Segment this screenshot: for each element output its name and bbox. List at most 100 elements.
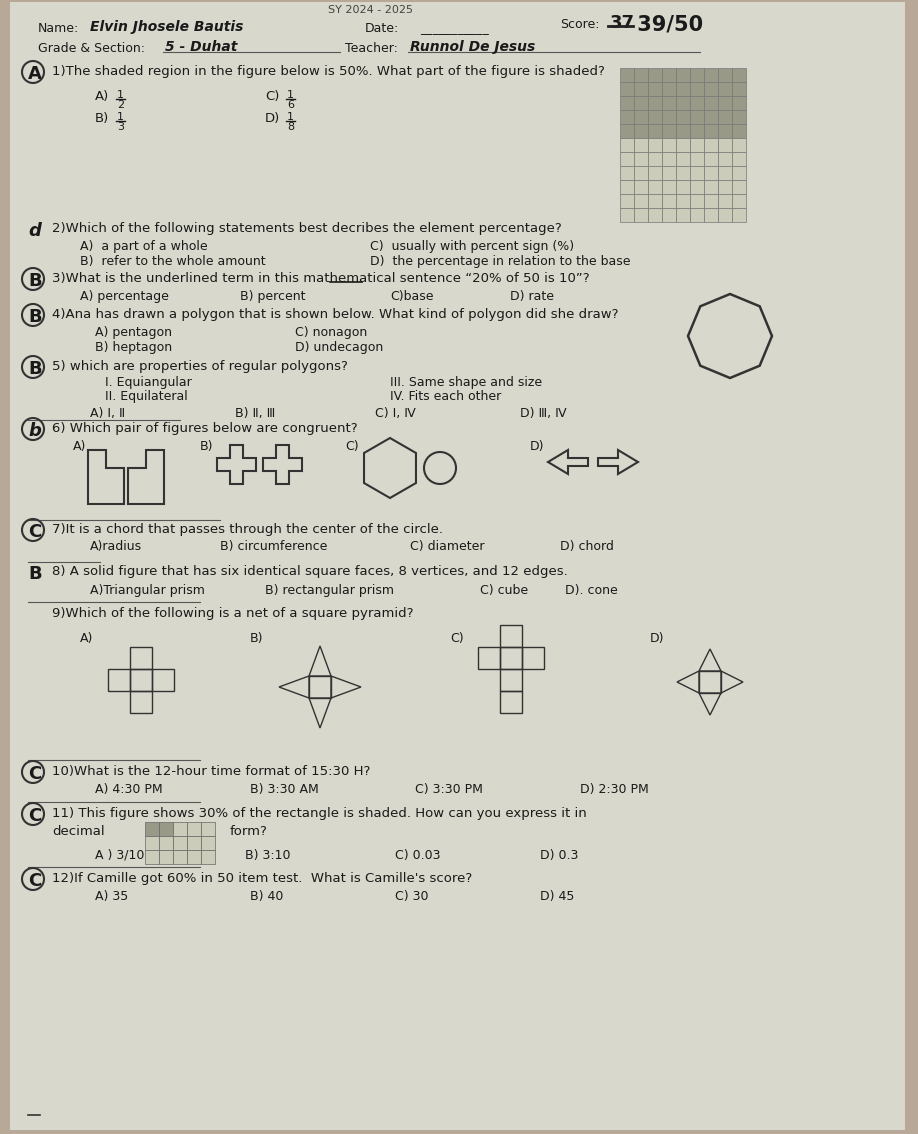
Bar	[634, 96, 647, 110]
Bar	[662, 166, 676, 179]
Text: 1: 1	[287, 112, 294, 122]
Text: C: C	[28, 872, 41, 890]
Text: B: B	[28, 308, 41, 325]
Text: D): D)	[530, 440, 544, 452]
Text: 2: 2	[117, 100, 124, 110]
Bar	[634, 124, 647, 137]
Bar	[718, 194, 732, 208]
Text: 7)It is a chord that passes through the center of the circle.: 7)It is a chord that passes through the …	[52, 523, 443, 536]
Bar	[662, 124, 676, 137]
Bar	[620, 68, 633, 82]
Text: B) rectangular prism: B) rectangular prism	[265, 584, 394, 596]
Bar	[718, 82, 732, 95]
Bar	[732, 68, 745, 82]
Bar	[704, 180, 718, 194]
Bar	[201, 836, 215, 849]
Bar	[145, 822, 159, 836]
Text: Grade & Section:: Grade & Section:	[38, 42, 145, 56]
Bar	[676, 166, 689, 179]
Bar	[187, 822, 200, 836]
Bar	[690, 110, 703, 124]
Bar	[500, 691, 522, 713]
Bar	[676, 152, 689, 166]
Bar	[718, 96, 732, 110]
Bar	[704, 124, 718, 137]
Bar	[634, 208, 647, 221]
Text: B) 3:30 AM: B) 3:30 AM	[250, 782, 319, 796]
Text: A): A)	[80, 632, 94, 645]
Bar	[718, 152, 732, 166]
Bar	[159, 836, 173, 849]
Bar	[704, 138, 718, 152]
Bar	[732, 110, 745, 124]
Bar	[732, 166, 745, 179]
Bar	[704, 208, 718, 221]
Text: 11) This figure shows 30% of the rectangle is shaded. How can you express it in: 11) This figure shows 30% of the rectang…	[52, 807, 587, 820]
Text: B): B)	[200, 440, 214, 452]
Bar	[690, 68, 703, 82]
Text: D). cone: D). cone	[565, 584, 618, 596]
Text: A) pentagon: A) pentagon	[95, 325, 172, 339]
Bar	[732, 208, 745, 221]
Text: C) nonagon: C) nonagon	[295, 325, 367, 339]
Bar	[620, 180, 633, 194]
Text: C)base: C)base	[390, 290, 433, 303]
Bar	[187, 850, 200, 863]
Text: Date:: Date:	[365, 22, 399, 35]
Text: B) Ⅱ, Ⅲ: B) Ⅱ, Ⅲ	[235, 407, 275, 420]
Text: IV. Fits each other: IV. Fits each other	[390, 390, 501, 403]
Text: b: b	[28, 422, 41, 440]
Text: A)  a part of a whole: A) a part of a whole	[80, 240, 207, 253]
Bar	[648, 124, 662, 137]
Bar	[662, 82, 676, 95]
Text: C: C	[28, 523, 41, 541]
Bar	[704, 152, 718, 166]
Text: C: C	[28, 765, 41, 782]
Text: Score:: Score:	[560, 18, 599, 31]
Bar	[676, 110, 689, 124]
Bar	[648, 82, 662, 95]
Text: ___________: ___________	[420, 22, 488, 35]
Text: C): C)	[265, 90, 279, 103]
Bar	[704, 96, 718, 110]
Text: A: A	[28, 65, 42, 83]
Bar	[662, 180, 676, 194]
Bar	[704, 82, 718, 95]
Bar	[173, 850, 186, 863]
Bar	[648, 166, 662, 179]
Bar	[704, 166, 718, 179]
Text: Elvin Jhosele Bautis: Elvin Jhosele Bautis	[90, 20, 243, 34]
Text: A)radius: A)radius	[90, 540, 142, 553]
Text: C: C	[28, 807, 41, 826]
Bar	[620, 138, 633, 152]
Bar	[718, 208, 732, 221]
Bar	[173, 822, 186, 836]
Bar	[620, 194, 633, 208]
Bar	[634, 138, 647, 152]
Bar	[130, 691, 152, 713]
Bar	[704, 194, 718, 208]
Text: D): D)	[265, 112, 280, 125]
Bar	[108, 669, 130, 691]
Bar	[648, 208, 662, 221]
Text: 3: 3	[117, 122, 124, 132]
Bar	[478, 648, 500, 669]
Bar	[690, 152, 703, 166]
Bar	[732, 96, 745, 110]
Text: A ) 3/10: A ) 3/10	[95, 849, 144, 862]
Bar	[648, 110, 662, 124]
Bar	[662, 194, 676, 208]
Bar	[676, 96, 689, 110]
Bar	[690, 82, 703, 95]
Text: SY 2024 - 2025: SY 2024 - 2025	[328, 5, 412, 15]
Bar	[662, 68, 676, 82]
Text: D) undecagon: D) undecagon	[295, 341, 383, 354]
Text: 2)Which of the following statements best decribes the element percentage?: 2)Which of the following statements best…	[52, 222, 562, 235]
Bar	[690, 166, 703, 179]
Bar	[732, 138, 745, 152]
Bar	[620, 110, 633, 124]
Text: Runnol De Jesus: Runnol De Jesus	[410, 40, 535, 54]
Bar	[676, 124, 689, 137]
Text: A): A)	[73, 440, 86, 452]
Bar	[145, 836, 159, 849]
